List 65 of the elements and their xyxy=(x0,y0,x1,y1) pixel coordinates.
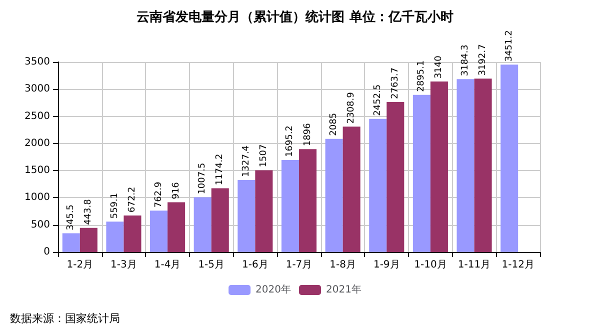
bar xyxy=(211,188,229,252)
x-tick-label: 1-5月 xyxy=(198,260,225,270)
bar xyxy=(124,216,142,252)
data-label: 3140 xyxy=(434,55,444,79)
y-tick-label: 500 xyxy=(30,219,50,230)
bar xyxy=(386,102,404,252)
y-tick-label: 3000 xyxy=(24,84,50,95)
bar xyxy=(238,180,256,252)
y-tick-label: 2000 xyxy=(24,138,50,149)
bar xyxy=(500,64,518,252)
bar xyxy=(474,78,492,252)
chart-title: 云南省发电量分月（累计值）统计图 单位：亿千瓦小时 xyxy=(136,9,454,25)
y-tick-label: 2500 xyxy=(24,110,50,122)
bar xyxy=(255,170,273,252)
data-label: 672.2 xyxy=(127,186,138,213)
bar xyxy=(106,222,124,252)
data-label: 3184.3 xyxy=(460,44,471,76)
x-tick-label: 1-8月 xyxy=(330,260,356,270)
data-label: 443.8 xyxy=(84,198,94,225)
x-tick-label: 1-7月 xyxy=(286,260,312,270)
data-label: 1507 xyxy=(258,144,269,168)
y-tick-label: 1000 xyxy=(24,192,50,204)
data-label: 1695.2 xyxy=(285,125,296,157)
y-tick-label: 0 xyxy=(44,246,50,258)
bar xyxy=(150,210,168,252)
legend-label: 2020年 xyxy=(256,284,292,296)
source-note: 数据来源：国家统计局 xyxy=(10,312,120,325)
x-tick-label: 1-6月 xyxy=(242,260,268,270)
x-tick-label: 1-10月 xyxy=(414,260,447,270)
y-tick-label: 1500 xyxy=(24,165,50,176)
data-label: 2452.5 xyxy=(372,84,383,116)
bar xyxy=(412,94,430,252)
data-label: 345.5 xyxy=(66,204,76,230)
y-tick-label: 3500 xyxy=(24,56,50,68)
data-label: 1174.2 xyxy=(215,154,226,186)
data-label: 1007.5 xyxy=(198,162,208,194)
bar xyxy=(369,118,387,252)
bar xyxy=(299,149,317,252)
x-tick-label: 1-4月 xyxy=(154,260,181,270)
legend-label: 2021年 xyxy=(326,284,362,296)
data-label: 1896 xyxy=(302,122,313,146)
data-label: 762.9 xyxy=(154,182,164,208)
data-label: 2085 xyxy=(329,112,340,136)
bar xyxy=(325,138,343,252)
bar xyxy=(168,202,186,252)
x-tick-label: 1-2月 xyxy=(66,260,94,270)
bar xyxy=(194,197,212,252)
data-label: 1327.4 xyxy=(241,145,252,177)
x-tick-label: 1-11月 xyxy=(458,260,491,270)
bar xyxy=(281,160,299,252)
bar xyxy=(80,228,98,252)
x-tick-label: 1-9月 xyxy=(373,260,400,270)
data-label: 559.1 xyxy=(110,192,120,219)
data-label: 2895.1 xyxy=(416,60,427,92)
x-tick-label: 1-3月 xyxy=(110,260,137,270)
data-label: 3192.7 xyxy=(478,44,488,76)
bar xyxy=(62,233,80,252)
data-label: 916 xyxy=(171,182,182,200)
data-label: 2308.9 xyxy=(346,92,357,124)
bar xyxy=(342,126,360,252)
x-tick-label: 1-12月 xyxy=(502,260,534,270)
data-label: 2763.7 xyxy=(390,67,400,99)
bar xyxy=(456,79,474,252)
bar xyxy=(430,82,448,252)
data-label: 3451.2 xyxy=(504,30,514,62)
